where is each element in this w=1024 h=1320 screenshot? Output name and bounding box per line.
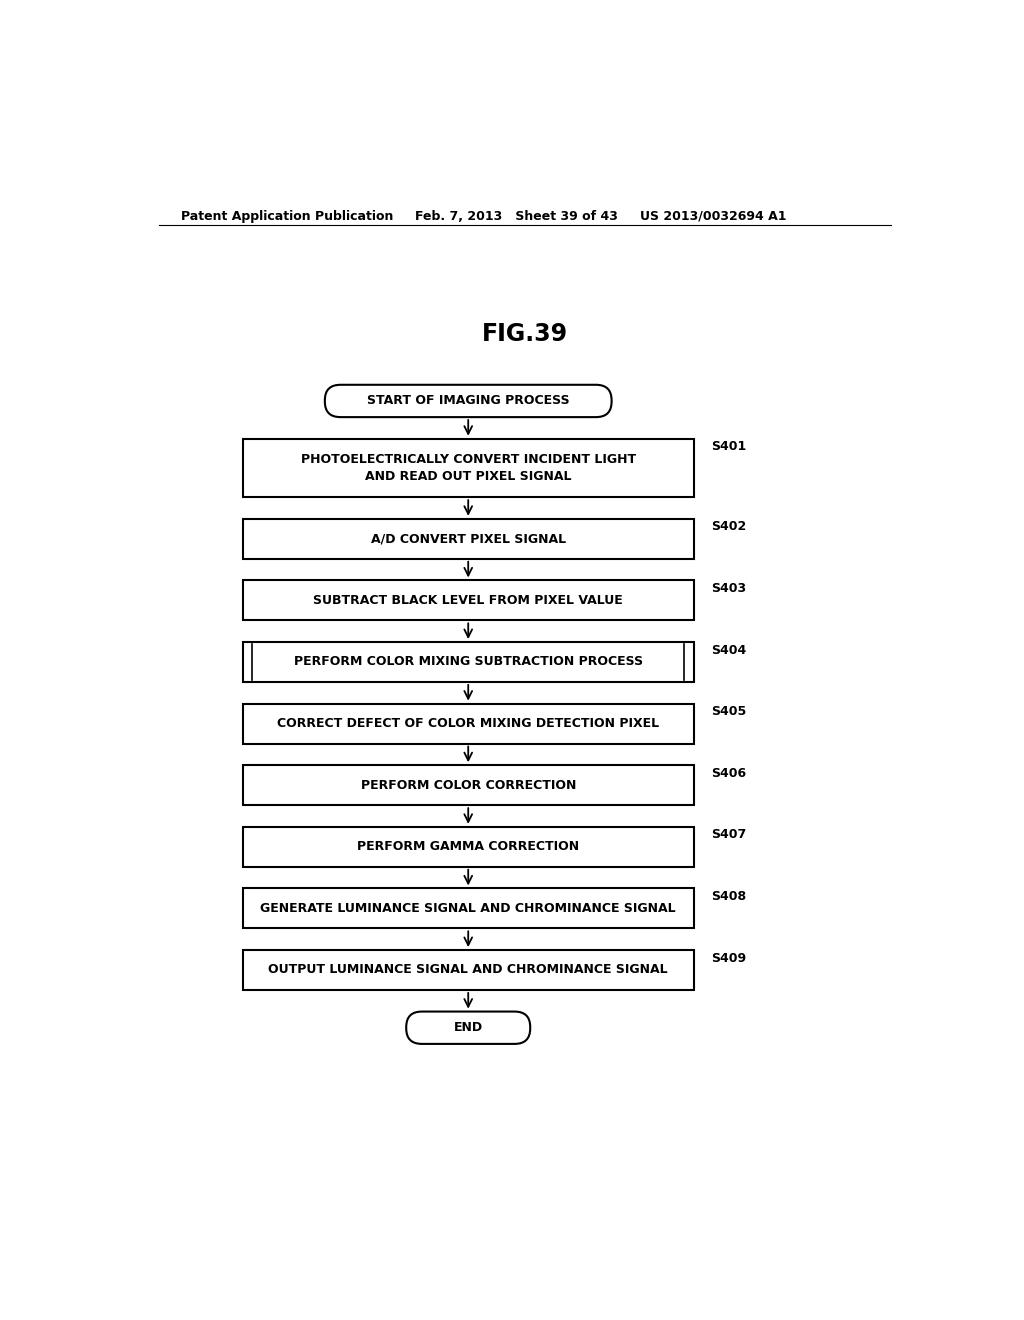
Bar bbox=[243, 826, 693, 867]
Text: PERFORM COLOR CORRECTION: PERFORM COLOR CORRECTION bbox=[360, 779, 575, 792]
Text: Patent Application Publication: Patent Application Publication bbox=[180, 210, 393, 223]
Text: CORRECT DEFECT OF COLOR MIXING DETECTION PIXEL: CORRECT DEFECT OF COLOR MIXING DETECTION… bbox=[278, 717, 659, 730]
FancyBboxPatch shape bbox=[325, 385, 611, 417]
Text: START OF IMAGING PROCESS: START OF IMAGING PROCESS bbox=[367, 395, 569, 408]
Text: S402: S402 bbox=[711, 520, 746, 533]
Text: S406: S406 bbox=[711, 767, 745, 780]
Text: Feb. 7, 2013   Sheet 39 of 43: Feb. 7, 2013 Sheet 39 of 43 bbox=[415, 210, 617, 223]
Text: S401: S401 bbox=[711, 441, 746, 453]
Bar bbox=[243, 766, 693, 805]
Text: S405: S405 bbox=[711, 705, 746, 718]
Text: PHOTOELECTRICALLY CONVERT INCIDENT LIGHT
AND READ OUT PIXEL SIGNAL: PHOTOELECTRICALLY CONVERT INCIDENT LIGHT… bbox=[301, 453, 636, 483]
Text: US 2013/0032694 A1: US 2013/0032694 A1 bbox=[640, 210, 786, 223]
Text: OUTPUT LUMINANCE SIGNAL AND CHROMINANCE SIGNAL: OUTPUT LUMINANCE SIGNAL AND CHROMINANCE … bbox=[268, 964, 668, 977]
Text: END: END bbox=[454, 1022, 482, 1035]
Text: GENERATE LUMINANCE SIGNAL AND CHROMINANCE SIGNAL: GENERATE LUMINANCE SIGNAL AND CHROMINANC… bbox=[260, 902, 676, 915]
Text: S408: S408 bbox=[711, 890, 745, 903]
Bar bbox=[243, 888, 693, 928]
Text: S409: S409 bbox=[711, 952, 745, 965]
Text: S403: S403 bbox=[711, 582, 745, 595]
Bar bbox=[243, 519, 693, 558]
Text: FIG.39: FIG.39 bbox=[481, 322, 568, 346]
FancyBboxPatch shape bbox=[407, 1011, 530, 1044]
Bar bbox=[243, 581, 693, 620]
Bar bbox=[243, 438, 693, 498]
Text: PERFORM GAMMA CORRECTION: PERFORM GAMMA CORRECTION bbox=[357, 841, 580, 853]
Bar bbox=[243, 950, 693, 990]
Text: PERFORM COLOR MIXING SUBTRACTION PROCESS: PERFORM COLOR MIXING SUBTRACTION PROCESS bbox=[294, 656, 643, 668]
Text: SUBTRACT BLACK LEVEL FROM PIXEL VALUE: SUBTRACT BLACK LEVEL FROM PIXEL VALUE bbox=[313, 594, 623, 607]
Text: S404: S404 bbox=[711, 644, 746, 656]
Text: S407: S407 bbox=[711, 829, 746, 841]
Bar bbox=[243, 642, 693, 682]
Bar bbox=[243, 704, 693, 743]
Text: A/D CONVERT PIXEL SIGNAL: A/D CONVERT PIXEL SIGNAL bbox=[371, 532, 566, 545]
